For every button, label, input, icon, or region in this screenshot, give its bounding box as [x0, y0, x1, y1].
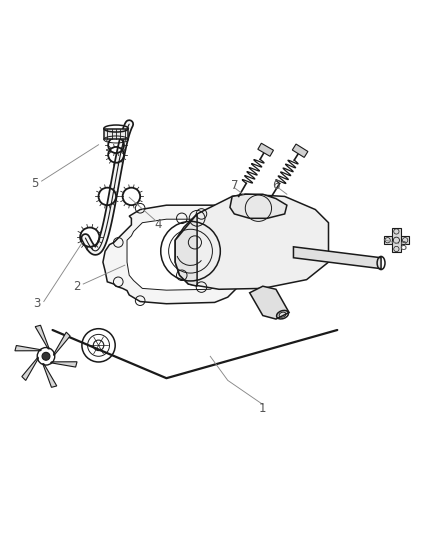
Polygon shape	[50, 362, 77, 367]
Text: 2: 2	[73, 280, 81, 293]
Polygon shape	[175, 194, 328, 289]
Polygon shape	[250, 286, 289, 319]
Polygon shape	[53, 332, 70, 356]
Polygon shape	[384, 236, 409, 245]
Polygon shape	[175, 214, 197, 286]
Polygon shape	[258, 143, 273, 156]
Polygon shape	[292, 144, 308, 157]
Circle shape	[42, 352, 50, 360]
Polygon shape	[104, 128, 128, 140]
Polygon shape	[22, 357, 39, 381]
Polygon shape	[35, 325, 49, 349]
Polygon shape	[15, 345, 42, 351]
Text: 7: 7	[230, 179, 238, 192]
Polygon shape	[293, 247, 381, 269]
Polygon shape	[42, 364, 57, 387]
Polygon shape	[103, 205, 239, 304]
Text: 4: 4	[154, 219, 162, 231]
Text: 8: 8	[399, 240, 406, 253]
Text: 6: 6	[272, 179, 280, 192]
Text: 3: 3	[34, 297, 41, 310]
Polygon shape	[230, 194, 287, 219]
Text: 5: 5	[32, 177, 39, 190]
Polygon shape	[392, 228, 401, 253]
Text: 1: 1	[259, 402, 267, 415]
Polygon shape	[127, 219, 223, 290]
